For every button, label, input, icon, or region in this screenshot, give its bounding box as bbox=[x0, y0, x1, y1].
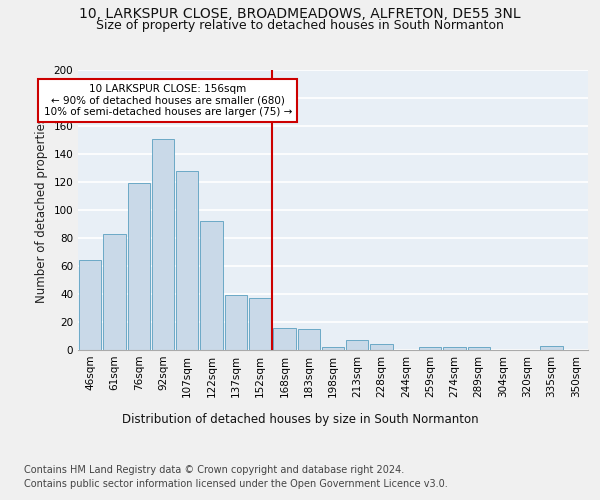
Bar bbox=[541, 346, 563, 350]
Bar bbox=[298, 329, 320, 350]
Bar bbox=[176, 171, 199, 350]
Bar bbox=[443, 347, 466, 350]
Text: Distribution of detached houses by size in South Normanton: Distribution of detached houses by size … bbox=[122, 412, 478, 426]
Bar bbox=[370, 344, 393, 350]
Bar bbox=[103, 234, 125, 350]
Bar bbox=[419, 347, 442, 350]
Text: 10 LARKSPUR CLOSE: 156sqm
← 90% of detached houses are smaller (680)
10% of semi: 10 LARKSPUR CLOSE: 156sqm ← 90% of detac… bbox=[44, 84, 292, 117]
Bar bbox=[200, 221, 223, 350]
Bar bbox=[273, 328, 296, 350]
Bar bbox=[128, 184, 150, 350]
Bar bbox=[249, 298, 271, 350]
Bar bbox=[322, 347, 344, 350]
Text: Contains HM Land Registry data © Crown copyright and database right 2024.
Contai: Contains HM Land Registry data © Crown c… bbox=[24, 465, 448, 489]
Bar bbox=[152, 138, 174, 350]
Text: 10, LARKSPUR CLOSE, BROADMEADOWS, ALFRETON, DE55 3NL: 10, LARKSPUR CLOSE, BROADMEADOWS, ALFRET… bbox=[79, 8, 521, 22]
Bar bbox=[79, 260, 101, 350]
Bar bbox=[224, 296, 247, 350]
Y-axis label: Number of detached properties: Number of detached properties bbox=[35, 117, 48, 303]
Bar bbox=[346, 340, 368, 350]
Bar bbox=[467, 347, 490, 350]
Text: Size of property relative to detached houses in South Normanton: Size of property relative to detached ho… bbox=[96, 18, 504, 32]
